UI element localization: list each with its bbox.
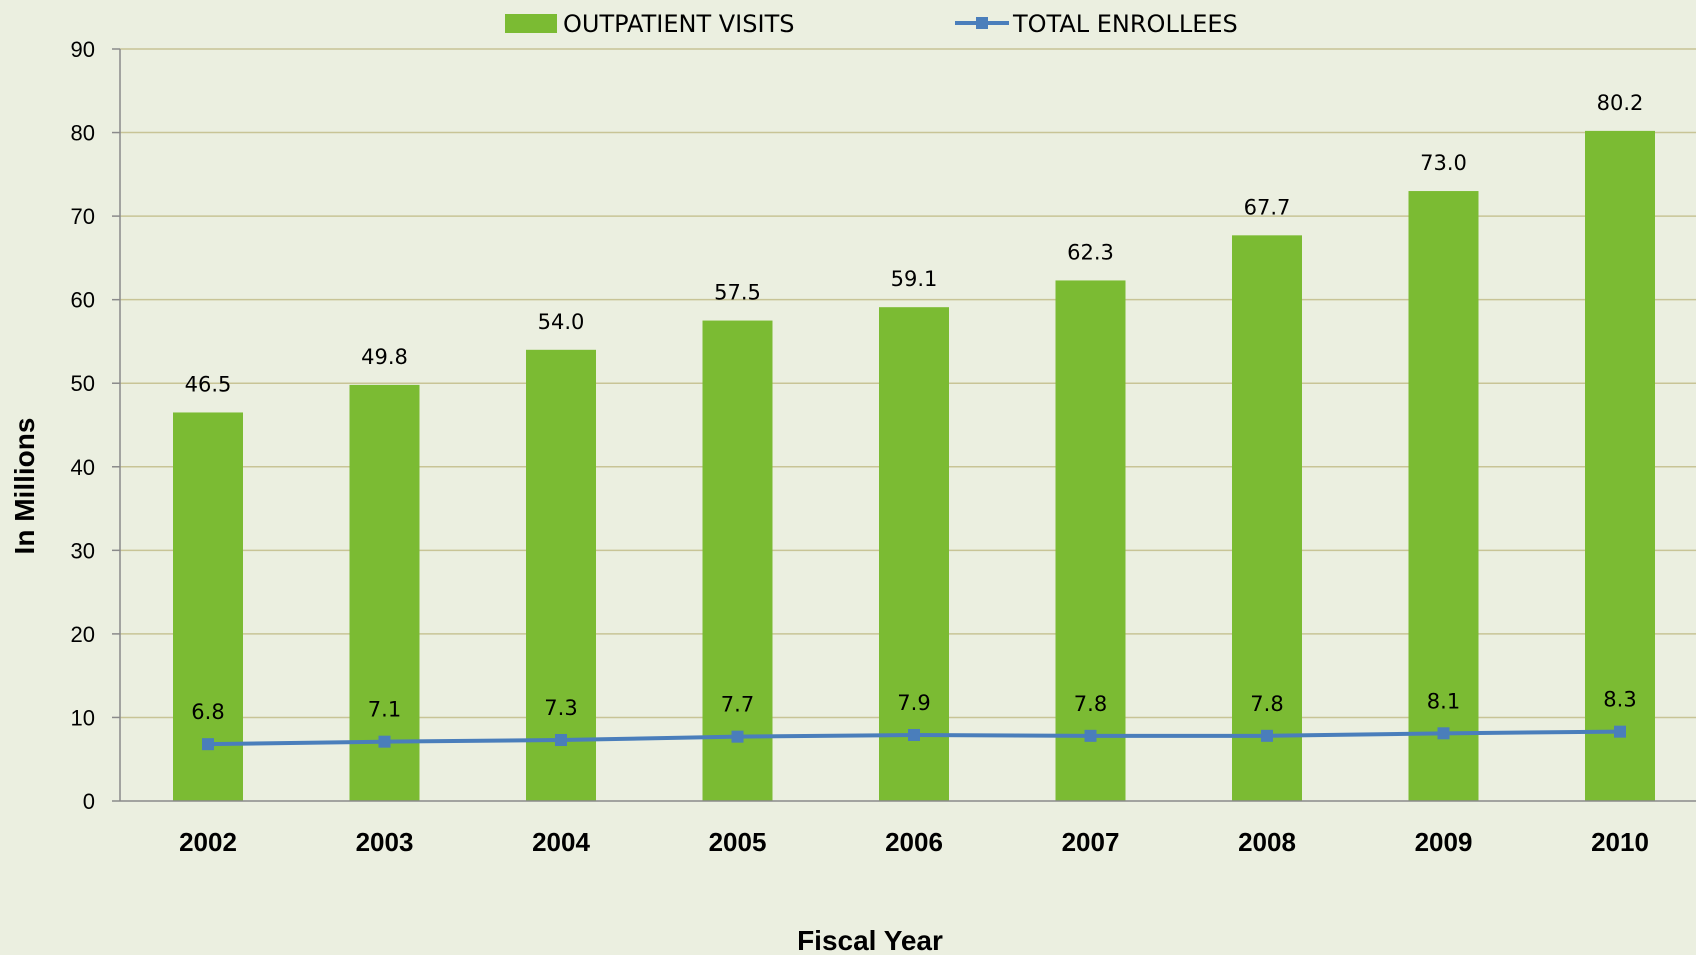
legend-label-outpatient: OUTPATIENT VISITS — [563, 10, 794, 38]
line-value-label: 8.3 — [1603, 688, 1636, 712]
enrollee-point — [1614, 725, 1626, 738]
x-tick-labels: 2002 2003 2004 2005 2006 2007 2008 2009 2010 — [179, 827, 1649, 857]
enrollee-point — [1084, 729, 1097, 742]
enrollee-point — [378, 735, 391, 748]
enrollee-point — [202, 738, 214, 751]
line-value-label: 7.9 — [897, 691, 930, 715]
y-tick-label: 0 — [83, 789, 95, 814]
bar-series — [173, 130, 1655, 802]
bar — [349, 384, 420, 801]
x-axis-title: Fiscal Year — [797, 925, 943, 955]
enrollee-point — [908, 728, 920, 741]
bar-value-label: 49.8 — [361, 345, 408, 369]
y-axis-title: In Millions — [9, 418, 40, 555]
data-labels: 46.5 49.8 54.0 57.5 59.1 62.3 67.7 73.0 80.2 6.8 7… — [185, 91, 1644, 724]
line-value-label: 8.1 — [1427, 689, 1460, 713]
y-tick-label: 60 — [71, 288, 95, 313]
x-tick-label: 2009 — [1415, 827, 1473, 857]
bar — [1408, 191, 1479, 802]
y-tick-label: 50 — [71, 371, 95, 396]
y-tick-label: 10 — [71, 705, 95, 730]
y-tick-label: 40 — [71, 455, 95, 480]
x-tick-label: 2005 — [709, 827, 767, 857]
bar — [702, 320, 773, 801]
enrollee-point — [1437, 727, 1450, 740]
bar — [1055, 280, 1126, 802]
enrollee-point — [555, 734, 567, 747]
y-tick-label: 70 — [71, 204, 95, 229]
line-value-label: 7.8 — [1074, 692, 1107, 716]
y-tick-labels: 0 10 20 30 40 50 60 70 80 90 — [71, 37, 95, 814]
enrollee-point — [1261, 729, 1273, 742]
bar-value-label: 67.7 — [1244, 195, 1291, 219]
bar-value-label: 62.3 — [1067, 240, 1114, 264]
bar — [173, 412, 243, 801]
bar — [1232, 235, 1302, 802]
x-tick-label: 2006 — [885, 827, 943, 857]
x-tick-label: 2002 — [179, 827, 237, 857]
x-tick-label: 2007 — [1062, 827, 1120, 857]
y-tick-label: 30 — [71, 538, 95, 563]
axes — [119, 49, 1696, 802]
legend-label-enrollees: TOTAL ENROLLEES — [1012, 10, 1238, 38]
legend: OUTPATIENT VISITS TOTAL ENROLLEES — [505, 10, 1238, 38]
line-value-label: 7.7 — [721, 693, 754, 717]
line-series — [202, 725, 1626, 751]
line-value-label: 7.1 — [368, 698, 401, 722]
bar-value-label: 80.2 — [1597, 91, 1644, 115]
bar — [526, 349, 596, 801]
bar-value-label: 59.1 — [891, 267, 938, 291]
bar-value-label: 73.0 — [1420, 151, 1467, 175]
x-tick-label: 2010 — [1591, 827, 1649, 857]
bar-value-label: 46.5 — [185, 372, 232, 396]
y-tick-label: 80 — [71, 121, 95, 146]
legend-swatch-outpatient — [505, 14, 557, 33]
x-tick-label: 2003 — [356, 827, 414, 857]
bar — [1585, 130, 1655, 801]
line-value-label: 7.3 — [544, 696, 577, 720]
line-value-label: 6.8 — [191, 700, 224, 724]
y-tick-label: 20 — [71, 622, 95, 647]
y-tick-label: 90 — [71, 37, 95, 62]
bar-value-label: 54.0 — [538, 310, 585, 334]
legend-marker-enrollees — [976, 17, 988, 29]
line-value-label: 7.8 — [1250, 692, 1283, 716]
bar-value-label: 57.5 — [714, 281, 761, 305]
bar — [879, 307, 949, 801]
x-tick-label: 2008 — [1238, 827, 1296, 857]
enrollee-point — [731, 730, 744, 743]
x-tick-label: 2004 — [532, 827, 590, 857]
